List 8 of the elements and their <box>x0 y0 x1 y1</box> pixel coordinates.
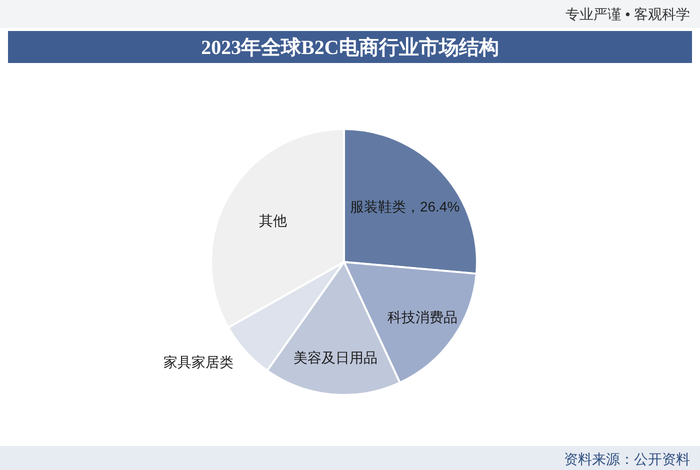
slice-label: 美容及日用品 <box>293 349 378 366</box>
slice-label: 服装鞋类，26.4% <box>350 198 460 214</box>
slice-label: 科技消费品 <box>387 309 458 326</box>
slice-label: 其他 <box>258 212 287 228</box>
text: 资料来源：公开资料 <box>564 451 690 467</box>
chart-title: 2023年全球B2C电商行业市场结构 <box>201 36 499 59</box>
slice-label: 家具家居类 <box>164 354 234 370</box>
text: 专业严谨 • 客观科学 <box>565 6 690 22</box>
